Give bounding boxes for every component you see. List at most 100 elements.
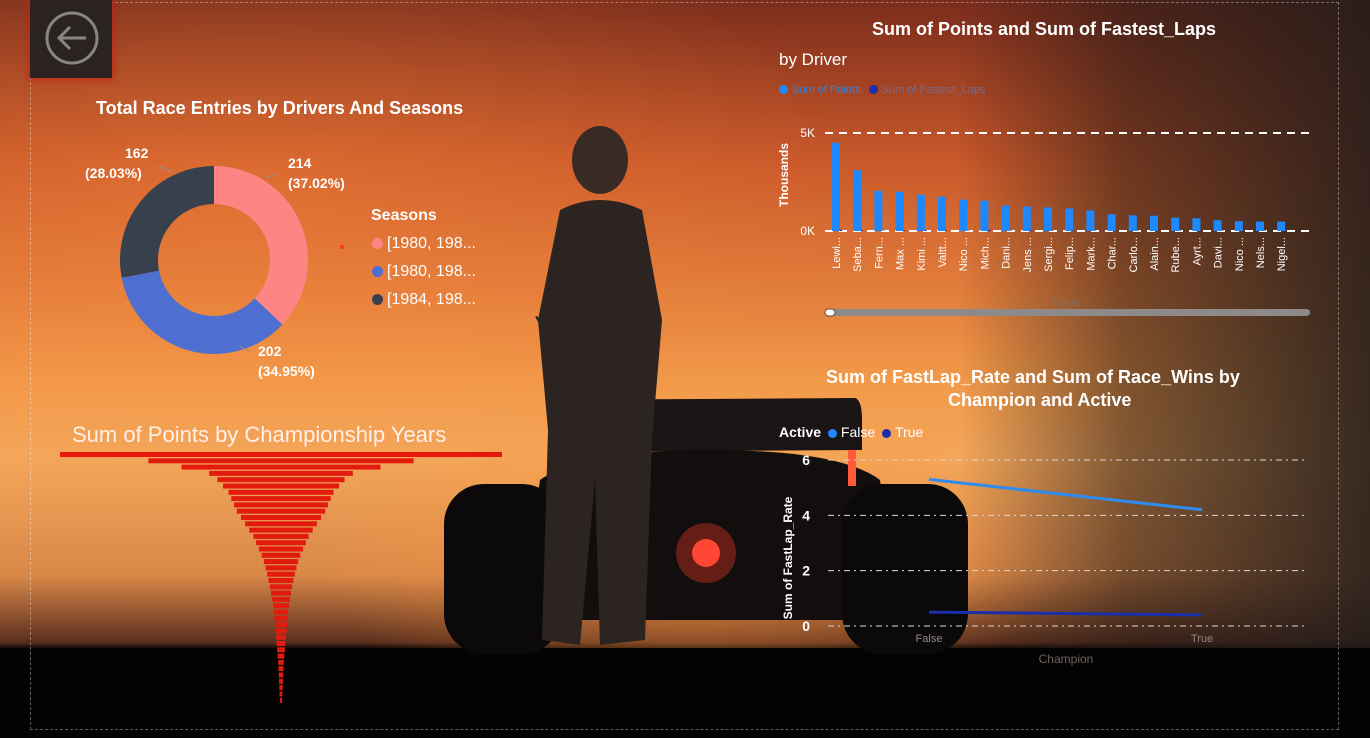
bar-x-tick-label: Lewi... [831, 237, 843, 269]
donut-legend-item[interactable]: [1980, 198... [372, 235, 476, 253]
bar-fastest-laps[interactable] [967, 230, 970, 232]
bar-fastest-laps[interactable] [1221, 230, 1224, 232]
bar-points[interactable] [853, 170, 862, 231]
funnel-bar[interactable] [261, 552, 301, 558]
bar-points[interactable] [1107, 214, 1116, 231]
bar-fastest-laps[interactable] [1030, 230, 1033, 232]
bar-legend-item[interactable]: Sum of Fastest_Laps [868, 84, 986, 96]
line-legend-item[interactable]: False [827, 424, 875, 440]
funnel-bar[interactable] [181, 464, 381, 470]
funnel-bar[interactable] [269, 584, 293, 590]
bar-points[interactable] [980, 200, 989, 231]
back-button[interactable] [30, 0, 112, 78]
bar-points[interactable] [1086, 210, 1095, 231]
funnel-bar[interactable] [276, 641, 286, 646]
bar-fastest-laps[interactable] [924, 230, 927, 231]
bar-fastest-laps[interactable] [1264, 230, 1266, 232]
bar-fastest-laps[interactable] [1158, 230, 1160, 231]
bar-points[interactable] [1256, 221, 1264, 231]
funnel-bar[interactable] [274, 622, 288, 628]
bar-horizontal-scrollbar[interactable] [825, 309, 1310, 316]
funnel-bar[interactable] [228, 489, 334, 495]
bar-points[interactable] [916, 194, 925, 231]
funnel-bar[interactable] [256, 540, 306, 546]
bar-fastest-laps[interactable] [1136, 230, 1139, 232]
bar-fastest-laps[interactable] [946, 230, 948, 232]
donut-slice[interactable] [214, 166, 308, 325]
donut-slice[interactable] [120, 166, 214, 278]
bar-fastest-laps[interactable] [903, 230, 906, 231]
funnel-bar[interactable] [277, 653, 285, 659]
bar-points[interactable] [1001, 205, 1010, 231]
funnel-bar[interactable] [277, 647, 285, 653]
bar-points[interactable] [1022, 206, 1031, 232]
line-legend-item[interactable]: True [882, 424, 923, 440]
line-series-path[interactable] [928, 610, 1203, 617]
bar-fastest-laps[interactable] [1094, 230, 1097, 232]
funnel-bar[interactable] [231, 496, 331, 502]
bar-fastest-laps[interactable] [861, 230, 864, 231]
bar-points[interactable] [1044, 207, 1052, 231]
funnel-bar[interactable] [274, 615, 288, 621]
funnel-bar[interactable] [272, 596, 290, 602]
funnel-bar[interactable] [263, 559, 299, 565]
funnel-bar[interactable] [279, 691, 283, 697]
funnel-bar[interactable] [276, 634, 286, 640]
funnel-bar[interactable] [265, 565, 297, 571]
bar-fastest-laps[interactable] [1242, 230, 1245, 232]
funnel-bar[interactable] [234, 502, 328, 508]
funnel-bar[interactable] [278, 666, 284, 672]
scrollbar-handle[interactable] [824, 308, 836, 317]
funnel-bar[interactable] [217, 477, 345, 483]
funnel-bar[interactable] [271, 590, 291, 596]
line-series-path[interactable] [928, 477, 1203, 512]
funnel-bar[interactable] [272, 603, 290, 609]
funnel-bar[interactable] [245, 521, 317, 527]
funnel-bar[interactable] [148, 458, 414, 464]
bar-fastest-laps[interactable] [1179, 230, 1182, 232]
bar-fastest-laps[interactable] [1115, 230, 1118, 232]
bar-points[interactable] [938, 196, 946, 231]
funnel-bar[interactable] [279, 678, 283, 684]
bar-fastest-laps[interactable] [988, 229, 991, 231]
bar-points[interactable] [1213, 220, 1222, 231]
bar-points[interactable] [1234, 221, 1243, 231]
bar-points[interactable] [895, 191, 904, 231]
bar-fastest-laps[interactable] [1200, 230, 1203, 232]
donut-legend-item[interactable]: [1984, 198... [372, 291, 476, 309]
bar-fastest-laps[interactable] [1009, 230, 1012, 232]
funnel-bar[interactable] [209, 470, 353, 476]
funnel-bar[interactable] [236, 508, 326, 514]
funnel-bar[interactable] [60, 452, 502, 457]
funnel-bar[interactable] [249, 527, 313, 533]
bar-fastest-laps[interactable] [1285, 230, 1288, 231]
funnel-bar[interactable] [279, 685, 283, 691]
funnel-bar[interactable] [275, 628, 287, 634]
funnel-bar[interactable] [253, 533, 309, 539]
bar-points[interactable] [874, 190, 883, 231]
donut-slice[interactable] [121, 270, 283, 354]
bar-legend-item[interactable]: Sum of Points [779, 84, 860, 96]
bar-points[interactable] [1128, 215, 1137, 231]
funnel-bar[interactable] [258, 546, 304, 552]
donut-legend-item[interactable]: [1980, 198... [372, 263, 476, 281]
bar-points[interactable] [1192, 218, 1201, 231]
bar-points[interactable] [1277, 221, 1286, 231]
funnel-bar[interactable] [267, 571, 295, 577]
bar-points[interactable] [1171, 217, 1180, 231]
bar-points[interactable] [832, 142, 840, 231]
bar-fastest-laps[interactable] [882, 230, 885, 232]
funnel-bar[interactable] [240, 515, 322, 520]
funnel-bar[interactable] [279, 697, 283, 703]
bar-fastest-laps[interactable] [1073, 230, 1076, 232]
funnel-bar[interactable] [273, 609, 289, 615]
funnel-bar[interactable] [268, 578, 294, 583]
bar-fastest-laps[interactable] [840, 229, 842, 231]
bar-points[interactable] [1150, 215, 1158, 231]
funnel-bar[interactable] [222, 483, 340, 489]
bar-points[interactable] [1065, 208, 1074, 231]
bar-points[interactable] [959, 199, 968, 231]
funnel-bar[interactable] [278, 672, 284, 678]
funnel-bar[interactable] [278, 659, 284, 665]
bar-fastest-laps[interactable] [1052, 230, 1054, 232]
